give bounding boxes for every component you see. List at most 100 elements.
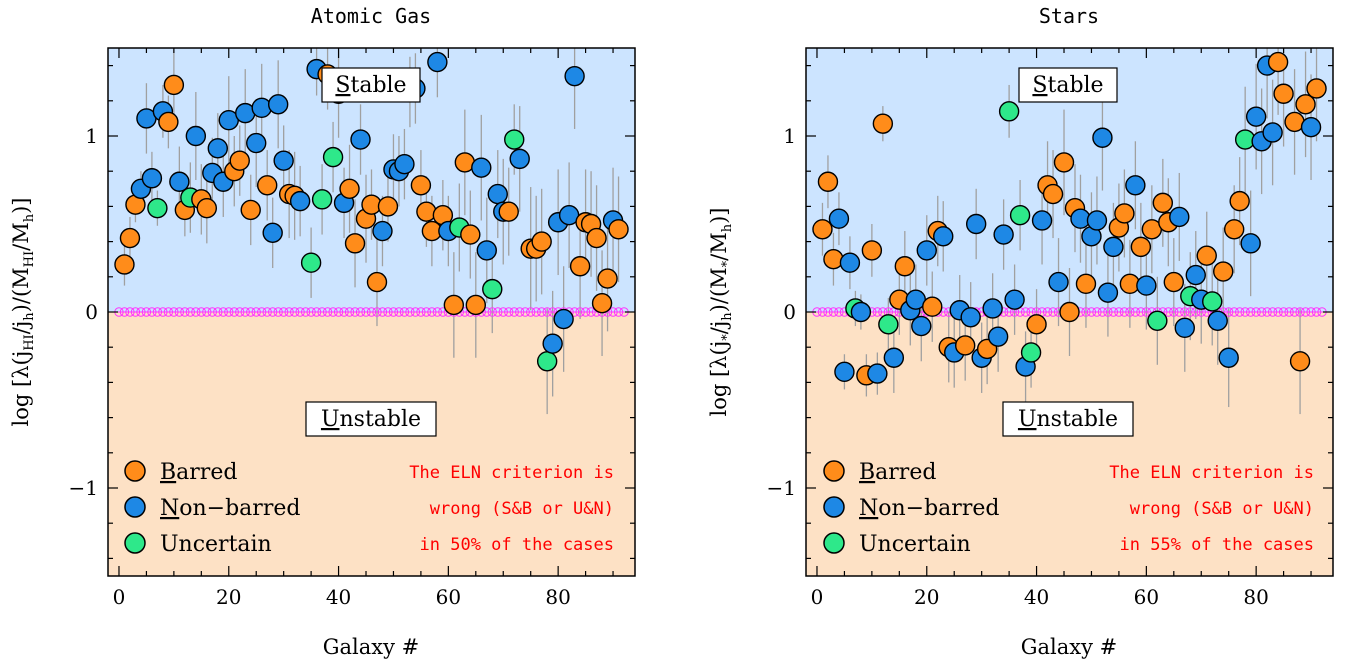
point-nonbarred xyxy=(1031,210,1053,231)
threshold-marker xyxy=(1169,307,1179,317)
point-nonbarred xyxy=(394,153,415,175)
point-nonbarred xyxy=(350,129,371,150)
legend-barred-initial: B xyxy=(859,460,875,485)
x-tick-label: 40 xyxy=(1024,585,1049,609)
threshold-marker xyxy=(580,307,591,317)
point-barred xyxy=(410,175,432,196)
x-tick-label: 20 xyxy=(914,585,939,609)
threshold-marker xyxy=(1125,307,1135,317)
threshold-marker xyxy=(432,307,443,317)
y-axis-label: log [λ(jHI/jh)/(MHI/Mh)] xyxy=(9,198,37,427)
threshold-marker xyxy=(1130,307,1141,317)
point-nonbarred xyxy=(262,222,283,244)
y-label-part: )/(M xyxy=(707,267,731,312)
y-label-part: /j xyxy=(9,321,33,335)
threshold-marker xyxy=(136,307,146,317)
panel-atomic-gas: Atomic Gas 0 20 40 60 80 −1 0 1 Stable Unstable… xyxy=(9,4,636,659)
threshold-marker xyxy=(1278,307,1289,317)
point-barred xyxy=(196,197,218,219)
stable-label-initial: S xyxy=(335,73,350,98)
threshold-marker xyxy=(487,307,497,317)
point-barred xyxy=(1196,245,1217,266)
threshold-marker xyxy=(421,307,432,317)
threshold-marker xyxy=(366,307,377,317)
threshold-marker xyxy=(257,307,267,317)
y-tick-label: −1 xyxy=(69,476,98,500)
stable-label-rest: table xyxy=(350,73,406,98)
point-barred xyxy=(1152,192,1174,214)
point-barred xyxy=(158,111,179,133)
threshold-marker xyxy=(1108,307,1119,317)
threshold-marker xyxy=(834,307,844,317)
threshold-marker xyxy=(515,307,525,317)
point-barred xyxy=(229,150,250,171)
y-label-part: log [λ(j xyxy=(707,341,731,417)
point-nonbarred xyxy=(509,148,530,170)
threshold-marker xyxy=(328,307,338,317)
threshold-marker xyxy=(828,307,839,317)
point-nonbarred xyxy=(1300,116,1322,138)
point-barred xyxy=(114,254,135,275)
legend-uncertain-label: Uncertain xyxy=(859,532,971,557)
stable-label-rest: table xyxy=(1047,73,1103,98)
threshold-marker xyxy=(509,307,519,317)
point-barred xyxy=(119,227,141,249)
stable-label: Stable xyxy=(321,67,421,103)
x-axis-label: Galaxy # xyxy=(1021,635,1118,659)
point-barred xyxy=(597,268,618,289)
y-label-part: )] xyxy=(9,198,33,214)
threshold-marker xyxy=(174,307,185,317)
threshold-marker xyxy=(1240,307,1250,317)
threshold-marker xyxy=(119,307,130,317)
threshold-marker xyxy=(240,307,250,317)
threshold-marker xyxy=(141,307,152,317)
point-nonbarred xyxy=(1218,347,1239,368)
y-label-sub: * xyxy=(720,334,735,341)
point-nonbarred xyxy=(141,168,163,189)
point-nonbarred xyxy=(207,138,228,159)
threshold-marker xyxy=(493,307,503,317)
y-label-sub: h xyxy=(22,213,37,222)
stable-label: Stable xyxy=(1018,67,1118,103)
threshold-marker xyxy=(284,307,294,317)
legend-nonbarred-marker xyxy=(124,496,146,518)
unstable-label-initial: U xyxy=(321,407,340,432)
threshold-marker xyxy=(608,307,618,317)
threshold-marker xyxy=(427,307,437,317)
point-uncertain xyxy=(1020,342,1042,363)
threshold-marker xyxy=(1119,307,1130,317)
eln-note: The ELN criterion is wrong (S&B or U&N) … xyxy=(409,463,614,555)
point-barred xyxy=(1295,94,1316,115)
threshold-marker xyxy=(405,307,415,317)
legend-uncertain-label: Uncertain xyxy=(160,532,272,557)
threshold-marker xyxy=(1081,307,1091,317)
y-label-sub: HI xyxy=(22,334,37,350)
threshold-marker xyxy=(542,307,552,317)
unstable-label-box xyxy=(1002,401,1134,437)
threshold-marker xyxy=(872,307,883,317)
y-tick-label: −1 xyxy=(767,476,796,500)
point-nonbarred xyxy=(1207,310,1228,331)
threshold-marker xyxy=(344,307,355,317)
point-nonbarred xyxy=(1086,210,1108,231)
unstable-label-rest: nstable xyxy=(339,407,421,432)
eln-note-line-3: in 50% of the cases xyxy=(420,535,614,555)
threshold-marker xyxy=(383,307,393,317)
point-barred xyxy=(460,224,481,245)
point-nonbarred xyxy=(1125,175,1146,196)
threshold-marker xyxy=(158,307,168,317)
threshold-marker xyxy=(125,307,135,317)
unstable-label-box xyxy=(305,401,437,437)
stable-label-initial: S xyxy=(1032,73,1047,98)
point-uncertain xyxy=(536,351,558,372)
point-uncertain xyxy=(147,197,168,219)
y-label-part: /M xyxy=(9,222,33,251)
threshold-marker xyxy=(1092,307,1102,317)
point-nonbarred xyxy=(1092,127,1113,148)
threshold-marker xyxy=(613,307,624,317)
threshold-marker xyxy=(147,307,157,317)
point-barred xyxy=(256,175,278,196)
x-tick-label: 0 xyxy=(811,585,824,609)
point-barred xyxy=(812,219,833,240)
